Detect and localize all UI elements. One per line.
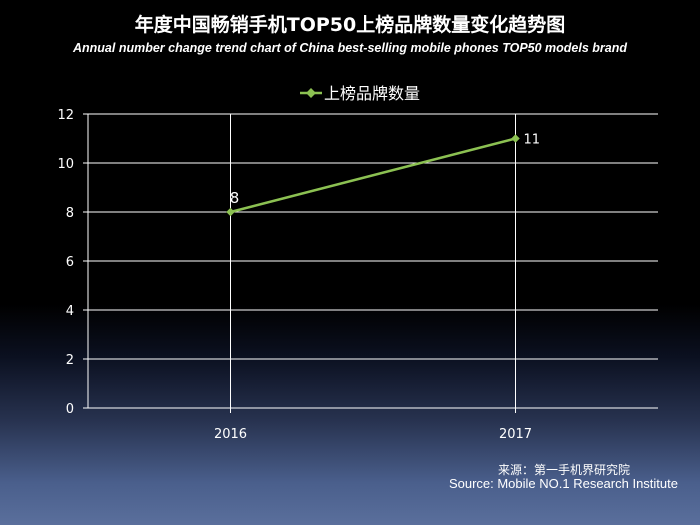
source-chinese: 来源：第一手机界研究院 — [497, 463, 630, 477]
y-tick-label: 2 — [66, 353, 74, 368]
legend-marker — [306, 88, 316, 98]
y-tick-label: 0 — [66, 402, 74, 417]
data-label: 8 — [230, 189, 240, 207]
series-line — [230, 137, 516, 214]
data-point — [226, 207, 235, 217]
x-tick-label: 2017 — [499, 427, 532, 442]
legend-label: 上榜品牌数量 — [324, 84, 420, 103]
x-tick-label: 2016 — [214, 427, 247, 442]
legend: 上榜品牌数量 — [300, 84, 420, 103]
y-tick-label: 10 — [57, 157, 74, 172]
chart-title: 年度中国畅销手机TOP50上榜品牌数量变化趋势图 — [134, 14, 566, 36]
y-tick-label: 4 — [66, 304, 74, 319]
data-point — [511, 134, 520, 143]
y-tick-label: 6 — [66, 255, 74, 270]
y-tick-label: 8 — [66, 206, 74, 221]
source-english: Source: Mobile NO.1 Research Institute — [448, 476, 678, 491]
y-tick-label: 12 — [57, 108, 74, 123]
data-label: 11 — [524, 133, 541, 148]
chart-subtitle: Annual number change trend chart of Chin… — [72, 41, 628, 55]
